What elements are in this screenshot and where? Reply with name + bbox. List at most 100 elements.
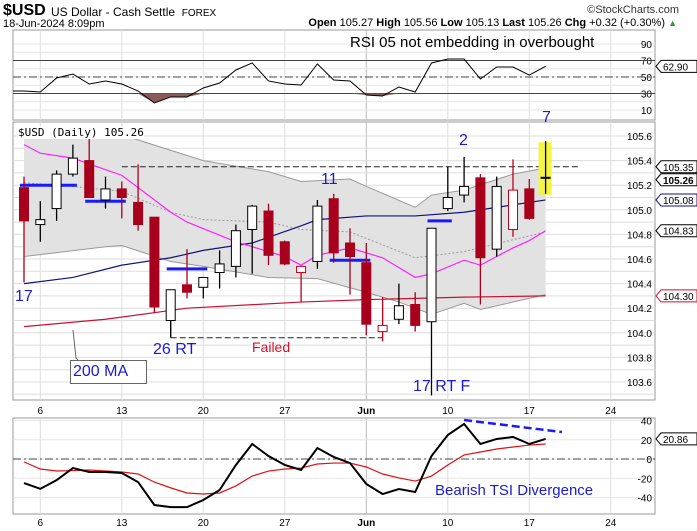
x-tick-label: 24	[605, 518, 617, 529]
candle-2024-05-07	[51, 170, 62, 221]
candle-2024-05-15	[149, 216, 160, 314]
x-tick-label: 27	[279, 406, 291, 417]
low-label: Low	[440, 17, 463, 29]
annotation-7: 7	[542, 109, 551, 126]
rsi-y-tick: 30	[641, 90, 653, 101]
candle-body	[475, 177, 486, 259]
price-y-tick: 104.0	[627, 329, 652, 340]
candle-body	[214, 263, 225, 274]
candle-body	[116, 188, 127, 198]
price-y-tick: 105.4	[627, 157, 652, 168]
tsi-y-tick: 0	[646, 455, 652, 466]
rsi-oversold-fill	[138, 93, 399, 103]
last-value: 105.26	[528, 17, 562, 29]
tsi-divergence-line	[463, 418, 563, 434]
value-tag-text: 105.35	[663, 163, 694, 174]
price-value-tag: 105.08	[655, 193, 697, 207]
annotation-200ma: 200 MA	[70, 360, 147, 384]
annotation-tsi-divergence: Bearish TSI Divergence	[435, 482, 594, 499]
candle-2024-06-04	[377, 297, 388, 342]
candle-2024-06-11	[459, 156, 470, 203]
candle-2024-05-20	[198, 276, 209, 299]
candle-2024-05-06	[35, 201, 46, 242]
value-tag-box	[655, 160, 697, 174]
tsi-line	[23, 422, 546, 509]
panel-frame-0	[12, 29, 656, 121]
candle-body	[182, 284, 192, 293]
rsi-y-tick: 50	[641, 73, 653, 84]
candle-2024-05-08	[67, 144, 78, 177]
value-tag-text: 105.26	[663, 176, 694, 187]
x-tick-label: 10	[442, 518, 454, 529]
price-y-tick: 105.6	[627, 132, 652, 143]
candle-2024-05-27	[279, 240, 290, 266]
rsi-y-tick: 10	[641, 106, 653, 117]
chg-label: Chg	[564, 17, 587, 29]
annotation-26rt: 26 RT	[153, 341, 197, 358]
x-tick-label: 17	[524, 518, 536, 529]
candle-body	[361, 262, 372, 325]
triangle-up-icon: ▲	[668, 18, 677, 28]
tsi-y-tick: -20	[638, 474, 653, 485]
rsi-line	[13, 58, 546, 104]
annotation-17: 17	[15, 288, 33, 305]
candle-2024-05-28	[296, 265, 307, 303]
x-tick-label: 6	[38, 406, 44, 417]
ema-line	[23, 144, 546, 279]
price-y-tick: 103.6	[627, 378, 652, 389]
candle-body	[459, 185, 470, 196]
candle-body	[410, 304, 421, 326]
candle-2024-05-03	[19, 176, 29, 283]
instrument-name: US Dollar - Cash Settle FOREX	[51, 5, 216, 19]
candle-2024-06-18	[540, 140, 551, 194]
last-label: Last	[502, 17, 525, 29]
candle-body	[51, 173, 62, 210]
candle-body	[149, 216, 160, 308]
price-y-tick: 104.2	[627, 304, 652, 315]
value-tag-box	[655, 59, 697, 73]
ma50-line	[23, 199, 546, 285]
price-value-tag: 105.35	[655, 160, 697, 174]
candle-2024-05-29	[312, 199, 323, 269]
low-value: 105.13	[465, 17, 500, 29]
candle-2024-05-10	[100, 176, 111, 209]
x-tick-label: 13	[116, 518, 128, 529]
x-tick-label: 10	[442, 406, 454, 417]
instrument-title: US Dollar - Cash Settle	[51, 5, 176, 19]
price-y-tick: 105.0	[627, 206, 652, 217]
price-y-tick: 105.2	[627, 181, 652, 192]
candle-2024-06-12	[475, 174, 486, 305]
candle-body	[100, 188, 111, 201]
rsi-y-tick: 90	[641, 40, 653, 51]
value-tag-text: 105.08	[663, 196, 694, 207]
value-tag-text: 104.30	[663, 292, 694, 303]
bollinger-lower	[23, 244, 546, 315]
value-tag-box	[655, 224, 697, 238]
x-tick-label: 27	[279, 518, 291, 529]
price-y-tick: 104.4	[627, 280, 652, 291]
open-label: Open	[308, 17, 337, 29]
value-tag-box	[655, 193, 697, 207]
price-y-tick: 104.6	[627, 255, 652, 266]
timestamp: 18-Jun-2024 8:09pm	[3, 18, 105, 30]
candle-2024-06-10	[442, 166, 453, 212]
candle-2024-05-16	[165, 289, 176, 338]
candle-2024-05-22	[230, 224, 241, 278]
value-tag-text: 20.86	[663, 435, 688, 446]
tsi-y-tick: 40	[641, 417, 653, 428]
candle-body	[442, 197, 453, 210]
candle-body	[312, 205, 323, 262]
x-tick-label: Jun	[357, 406, 375, 417]
candle-2024-06-13	[491, 176, 502, 257]
x-tick-label: Jun	[357, 518, 375, 529]
candle-2024-05-30	[328, 193, 339, 263]
candle-body	[67, 157, 78, 175]
tsi-value-tag: 20.86	[655, 432, 697, 446]
price-value-tag: 105.26	[655, 173, 697, 187]
candle-body	[296, 265, 307, 274]
candle-body	[165, 289, 176, 321]
panel-frame-2	[12, 417, 656, 515]
price-value-tag: 104.83	[655, 224, 697, 238]
exchange: FOREX	[181, 8, 217, 19]
